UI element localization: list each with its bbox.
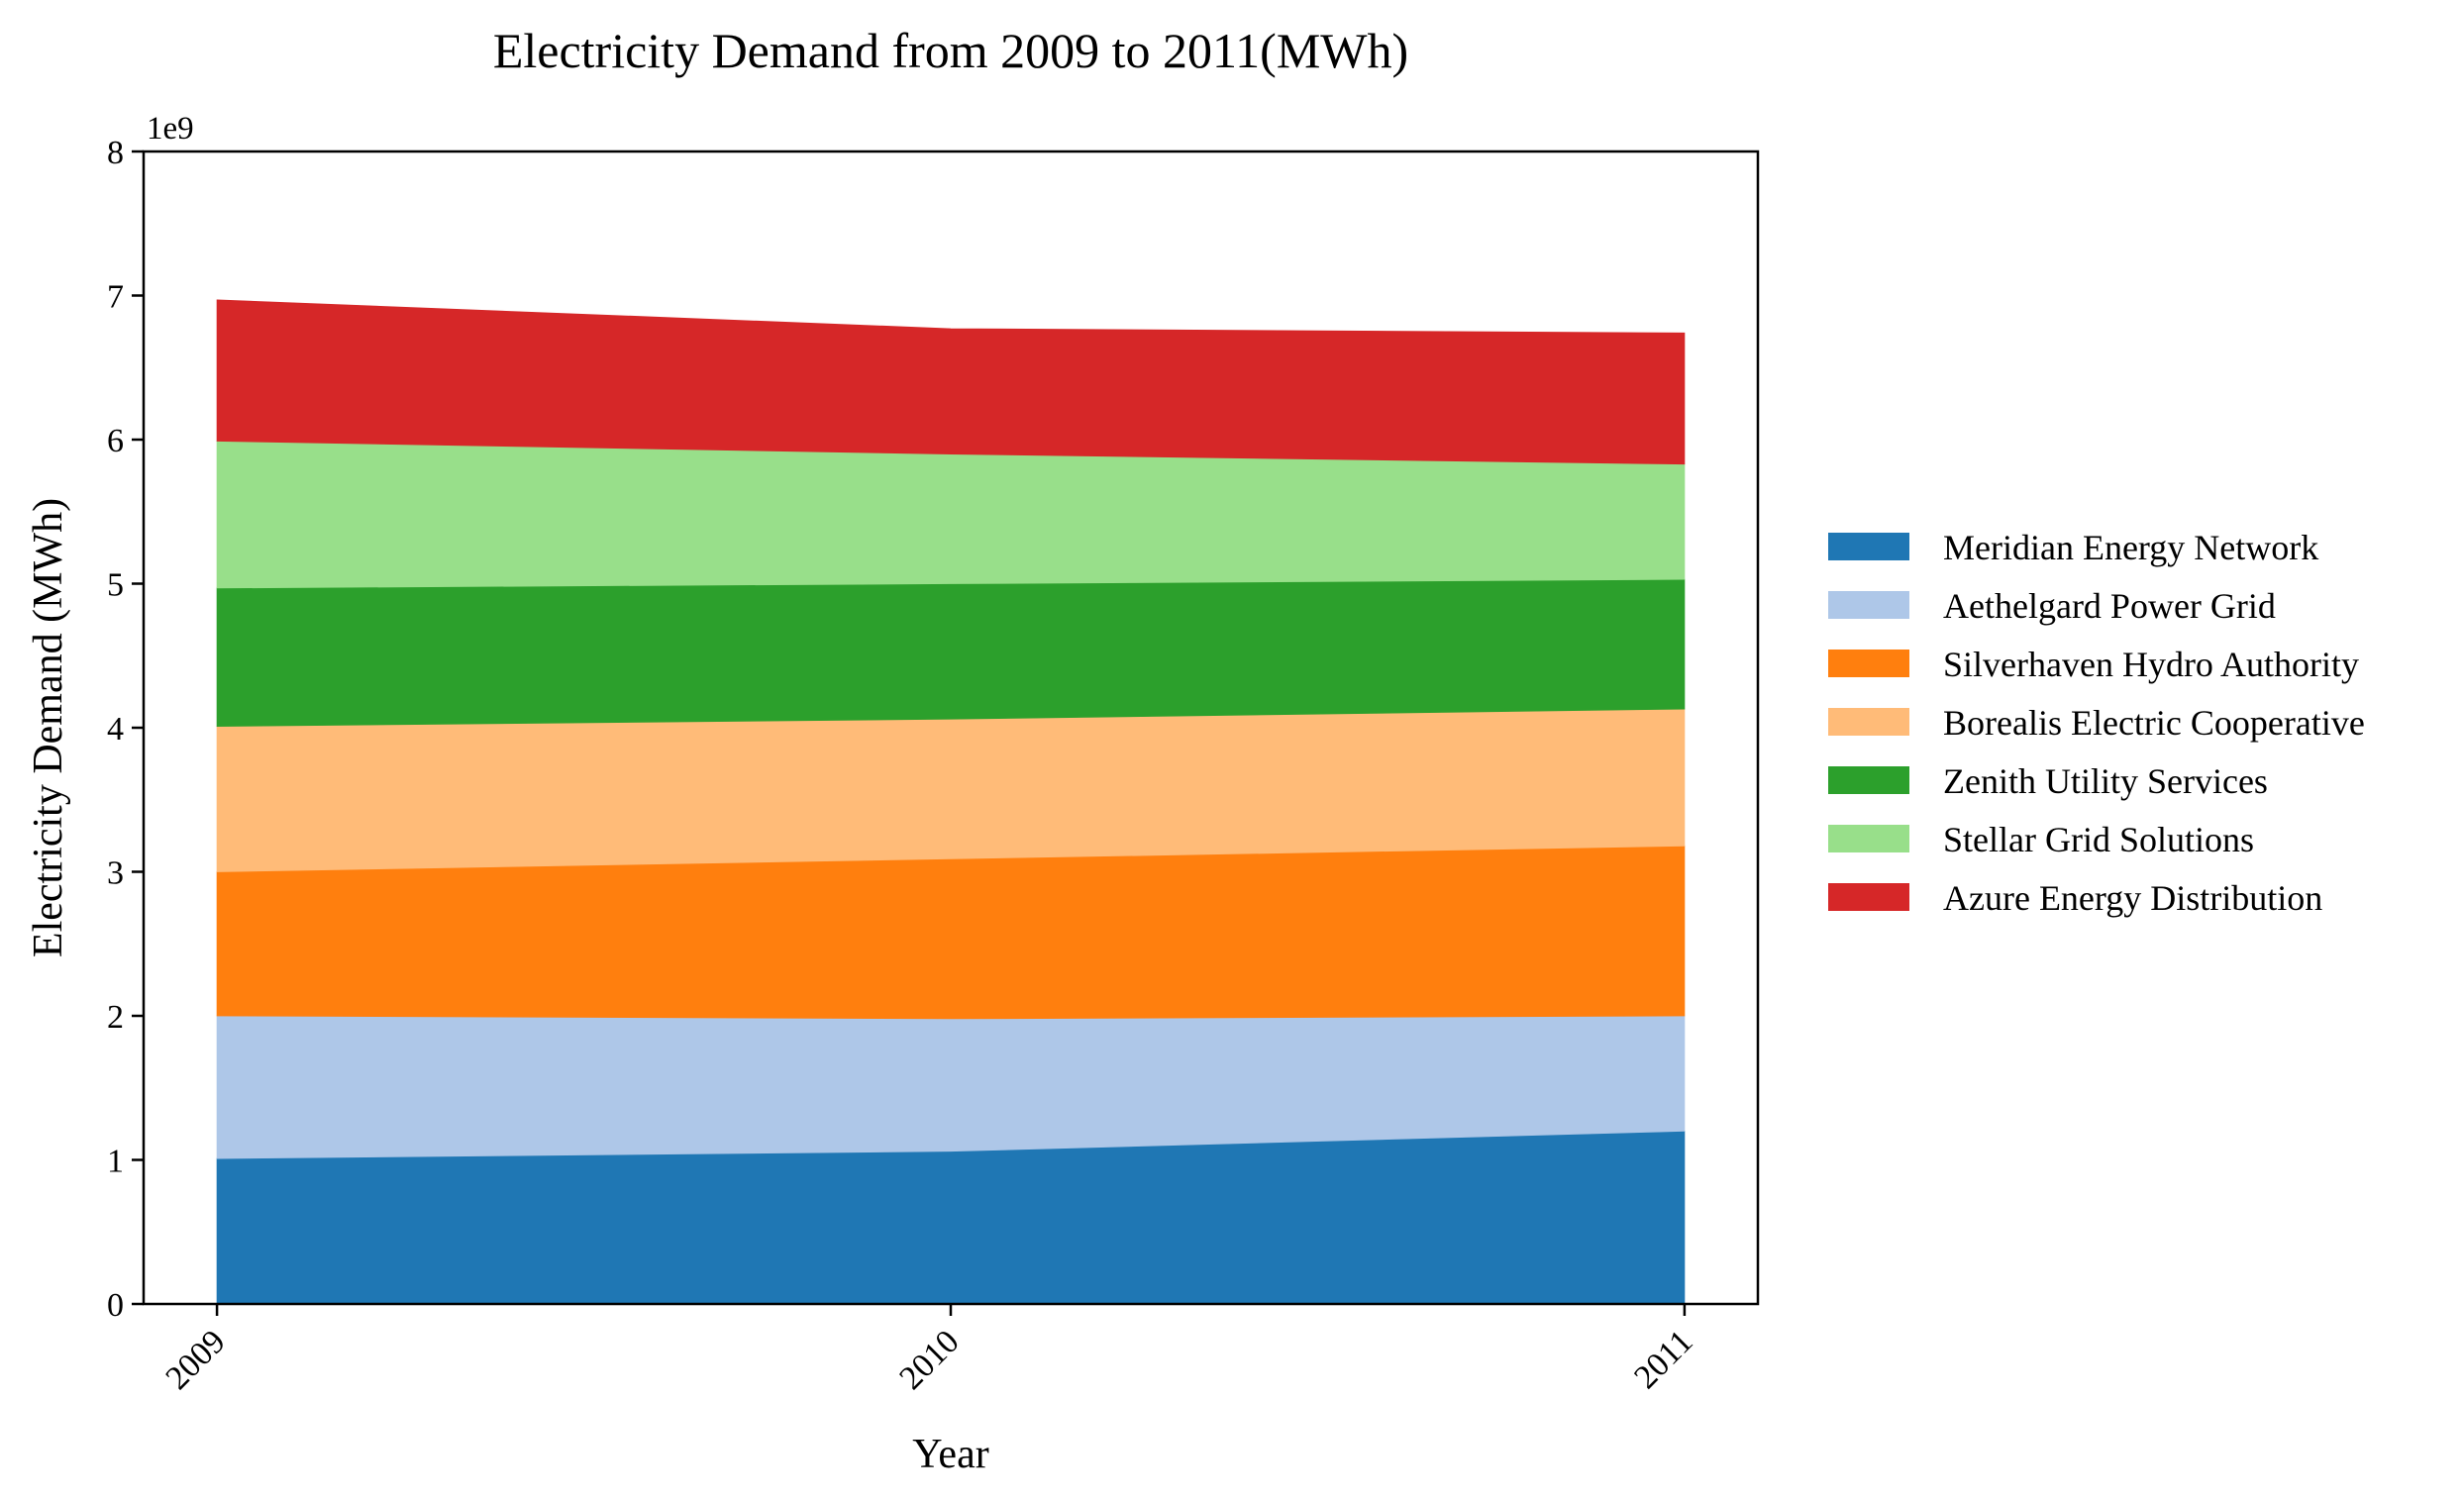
- area-series-4: [216, 578, 1686, 727]
- y-tick-label: 5: [107, 567, 124, 604]
- area-series-5: [216, 441, 1686, 589]
- legend-label: Meridian Energy Network: [1943, 528, 2318, 567]
- legend-swatch: [1828, 533, 1909, 560]
- legend-item: Zenith Utility Services: [1828, 761, 2268, 801]
- y-tick-label: 3: [107, 855, 124, 892]
- x-axis-label: Year: [912, 1432, 988, 1477]
- legend-item: Aethelgard Power Grid: [1828, 586, 2276, 626]
- y-tick-label: 1: [107, 1144, 124, 1180]
- legend-item: Meridian Energy Network: [1828, 528, 2318, 567]
- legend: Meridian Energy Network Aethelgard Power …: [1828, 528, 2365, 918]
- area-series-1: [216, 1015, 1686, 1159]
- x-axis: 2009 2010 2011: [159, 1304, 1700, 1397]
- y-tick-label: 0: [107, 1287, 124, 1324]
- x-tick-label: 2011: [1627, 1323, 1699, 1395]
- y-axis-label: Electricity Demand (MWh): [26, 498, 71, 957]
- legend-label: Aethelgard Power Grid: [1943, 586, 2276, 626]
- legend-item: Stellar Grid Solutions: [1828, 820, 2254, 859]
- legend-swatch: [1828, 591, 1909, 619]
- x-tick-label: 2010: [892, 1323, 966, 1396]
- area-series-3: [216, 708, 1686, 872]
- areas-layer: [216, 299, 1686, 1305]
- legend-swatch: [1828, 708, 1909, 736]
- legend-item: Silverhaven Hydro Authority: [1828, 645, 2359, 684]
- y-axis: 0 1 2 3 4 5 6 7 8: [107, 135, 144, 1324]
- legend-swatch: [1828, 883, 1909, 911]
- area-series-2: [216, 845, 1686, 1020]
- x-tick-label: 2009: [159, 1323, 233, 1396]
- area-series-6: [216, 299, 1686, 465]
- legend-label: Borealis Electric Cooperative: [1943, 703, 2365, 743]
- y-tick-label: 2: [107, 999, 124, 1036]
- legend-swatch: [1828, 650, 1909, 677]
- area-series-0: [216, 1130, 1686, 1305]
- chart-title: Electricity Demand from 2009 to 2011(MWh…: [493, 23, 1408, 78]
- y-tick-label: 6: [107, 423, 124, 459]
- y-tick-label: 4: [107, 711, 124, 748]
- legend-swatch: [1828, 766, 1909, 794]
- y-offset-label: 1e9: [147, 111, 194, 147]
- legend-label: Zenith Utility Services: [1943, 761, 2268, 801]
- legend-label: Silverhaven Hydro Authority: [1943, 645, 2359, 684]
- legend-label: Azure Energy Distribution: [1943, 878, 2322, 918]
- y-tick-label: 8: [107, 135, 124, 171]
- legend-label: Stellar Grid Solutions: [1943, 820, 2254, 859]
- y-tick-label: 7: [107, 279, 124, 316]
- legend-item: Borealis Electric Cooperative: [1828, 703, 2365, 743]
- legend-item: Azure Energy Distribution: [1828, 878, 2322, 918]
- legend-swatch: [1828, 825, 1909, 852]
